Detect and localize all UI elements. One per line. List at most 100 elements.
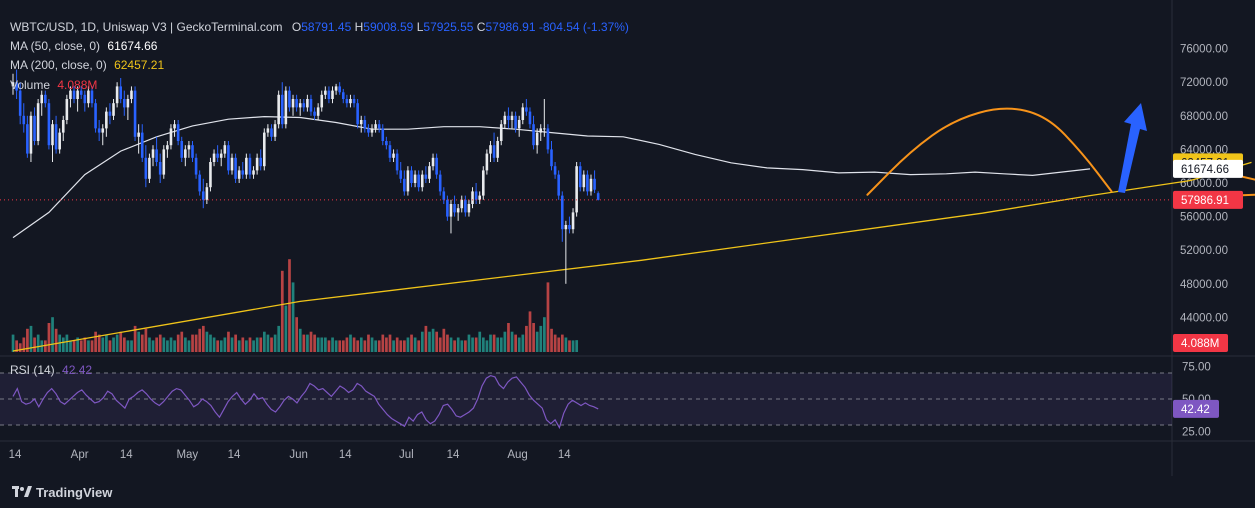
volume-bar: [535, 331, 539, 352]
volume-bar: [392, 340, 395, 352]
candle-body: [517, 120, 521, 129]
volume-bar: [209, 334, 212, 352]
candle-body: [550, 149, 553, 167]
legend-ma50-row[interactable]: MA (50, close, 0) 61674.66: [10, 39, 157, 53]
symbol-title[interactable]: WBTC/USD, 1D, Uniswap V3 | GeckoTerminal…: [10, 20, 283, 34]
time-tick-label: Jul: [399, 449, 414, 461]
candle-body: [201, 191, 205, 200]
volume-bar: [288, 259, 291, 352]
candle-body: [291, 99, 295, 108]
candle-body: [385, 141, 388, 146]
candle-body: [126, 99, 130, 108]
volume-bar: [108, 340, 112, 352]
volume-bar: [33, 337, 36, 352]
volume-bar: [112, 337, 115, 352]
candle-body: [571, 212, 575, 230]
volume-bar: [399, 340, 403, 352]
candle-body: [381, 128, 385, 141]
volume-bar: [130, 340, 133, 352]
volume-bar: [255, 337, 259, 352]
candle-body: [313, 111, 316, 116]
candle-body: [367, 128, 370, 133]
time-tick-label: 14: [339, 449, 352, 461]
candle-body: [11, 82, 15, 87]
candle-body: [133, 90, 137, 137]
volume-bar: [15, 340, 18, 352]
candle-body: [492, 145, 496, 158]
price-axis[interactable]: 76000.0072000.0068000.0064000.0060000.00…: [1180, 44, 1228, 325]
volume-bar: [521, 334, 525, 352]
candle-body: [130, 90, 133, 99]
candle-body: [69, 90, 72, 99]
legend-rsi-row[interactable]: RSI (14) 42.42: [10, 363, 92, 377]
legend-ma200-row[interactable]: MA (200, close, 0) 62457.21: [10, 58, 164, 72]
candle-body: [83, 94, 87, 104]
tradingview-brand[interactable]: TradingView: [36, 484, 113, 500]
candle-body: [521, 107, 525, 120]
volume-bar: [388, 334, 392, 352]
candle-body: [298, 103, 302, 108]
close-value: 57986.91: [485, 20, 536, 34]
candle-body: [546, 128, 550, 150]
candle-body: [94, 103, 97, 129]
volume-bar: [503, 331, 507, 352]
volume-bar: [26, 328, 29, 352]
candle-body: [26, 124, 29, 154]
volume-bar: [180, 331, 184, 352]
volume-bar: [115, 334, 119, 352]
footer: TradingView: [0, 476, 1255, 508]
candle-body: [589, 178, 593, 192]
candle-body: [320, 94, 324, 108]
candle-body: [191, 145, 194, 158]
candle-body: [377, 124, 381, 129]
candle-body: [194, 157, 198, 175]
open-label: O: [291, 20, 302, 34]
candle-body: [568, 225, 571, 230]
time-tick-label: May: [176, 449, 198, 461]
candle-body: [155, 149, 158, 162]
volume-bar: [245, 340, 248, 352]
candle-body: [148, 157, 151, 179]
volume-bar: [69, 340, 72, 352]
volume-bar: [219, 340, 223, 352]
volume-bar: [97, 334, 101, 352]
candle-body: [166, 145, 169, 150]
legend-symbol-row: WBTC/USD, 1D, Uniswap V3 | GeckoTerminal…: [10, 20, 629, 34]
volume-bar: [90, 340, 94, 352]
forecast-arrow-icon[interactable]: [1118, 103, 1147, 193]
volume-bar: [252, 340, 255, 352]
candle-body: [553, 166, 557, 175]
candle-body: [40, 94, 44, 104]
candle-body: [392, 153, 395, 158]
tradingview-logo-icon[interactable]: [12, 486, 32, 498]
candle-body: [575, 166, 578, 213]
candle-body: [61, 120, 65, 133]
volume-bar: [166, 340, 169, 352]
cup-pattern-line[interactable]: [866, 107, 1113, 196]
time-tick-label: Jun: [289, 449, 308, 461]
candle-body: [431, 157, 435, 167]
candle-body: [241, 170, 245, 175]
volume-bar: [320, 337, 324, 352]
legend-volume-row[interactable]: Volume 4.088M: [10, 78, 97, 92]
volume-bar: [237, 340, 241, 352]
volume-bar: [546, 282, 550, 352]
ma200-line: [12, 161, 1252, 352]
candle-body: [212, 153, 216, 162]
candle-body: [341, 92, 345, 99]
time-axis[interactable]: 14 Apr 14 May 14 Jun 14 Jul 14 Aug 14: [9, 449, 572, 461]
volume-bar: [478, 331, 482, 352]
volume-bar: [453, 340, 456, 352]
volume-label-text: 4.088M: [1181, 338, 1219, 350]
candle-body: [173, 124, 176, 129]
volume-bar: [11, 334, 15, 352]
ma50-value: 61674.66: [107, 39, 158, 53]
forecast-arrow[interactable]: [1118, 103, 1147, 193]
volume-bar: [489, 334, 492, 352]
candle-body: [209, 162, 212, 188]
ma50-line: [12, 115, 1091, 239]
price-tick-label: 48000.00: [1180, 279, 1228, 291]
candle-body: [471, 191, 474, 204]
